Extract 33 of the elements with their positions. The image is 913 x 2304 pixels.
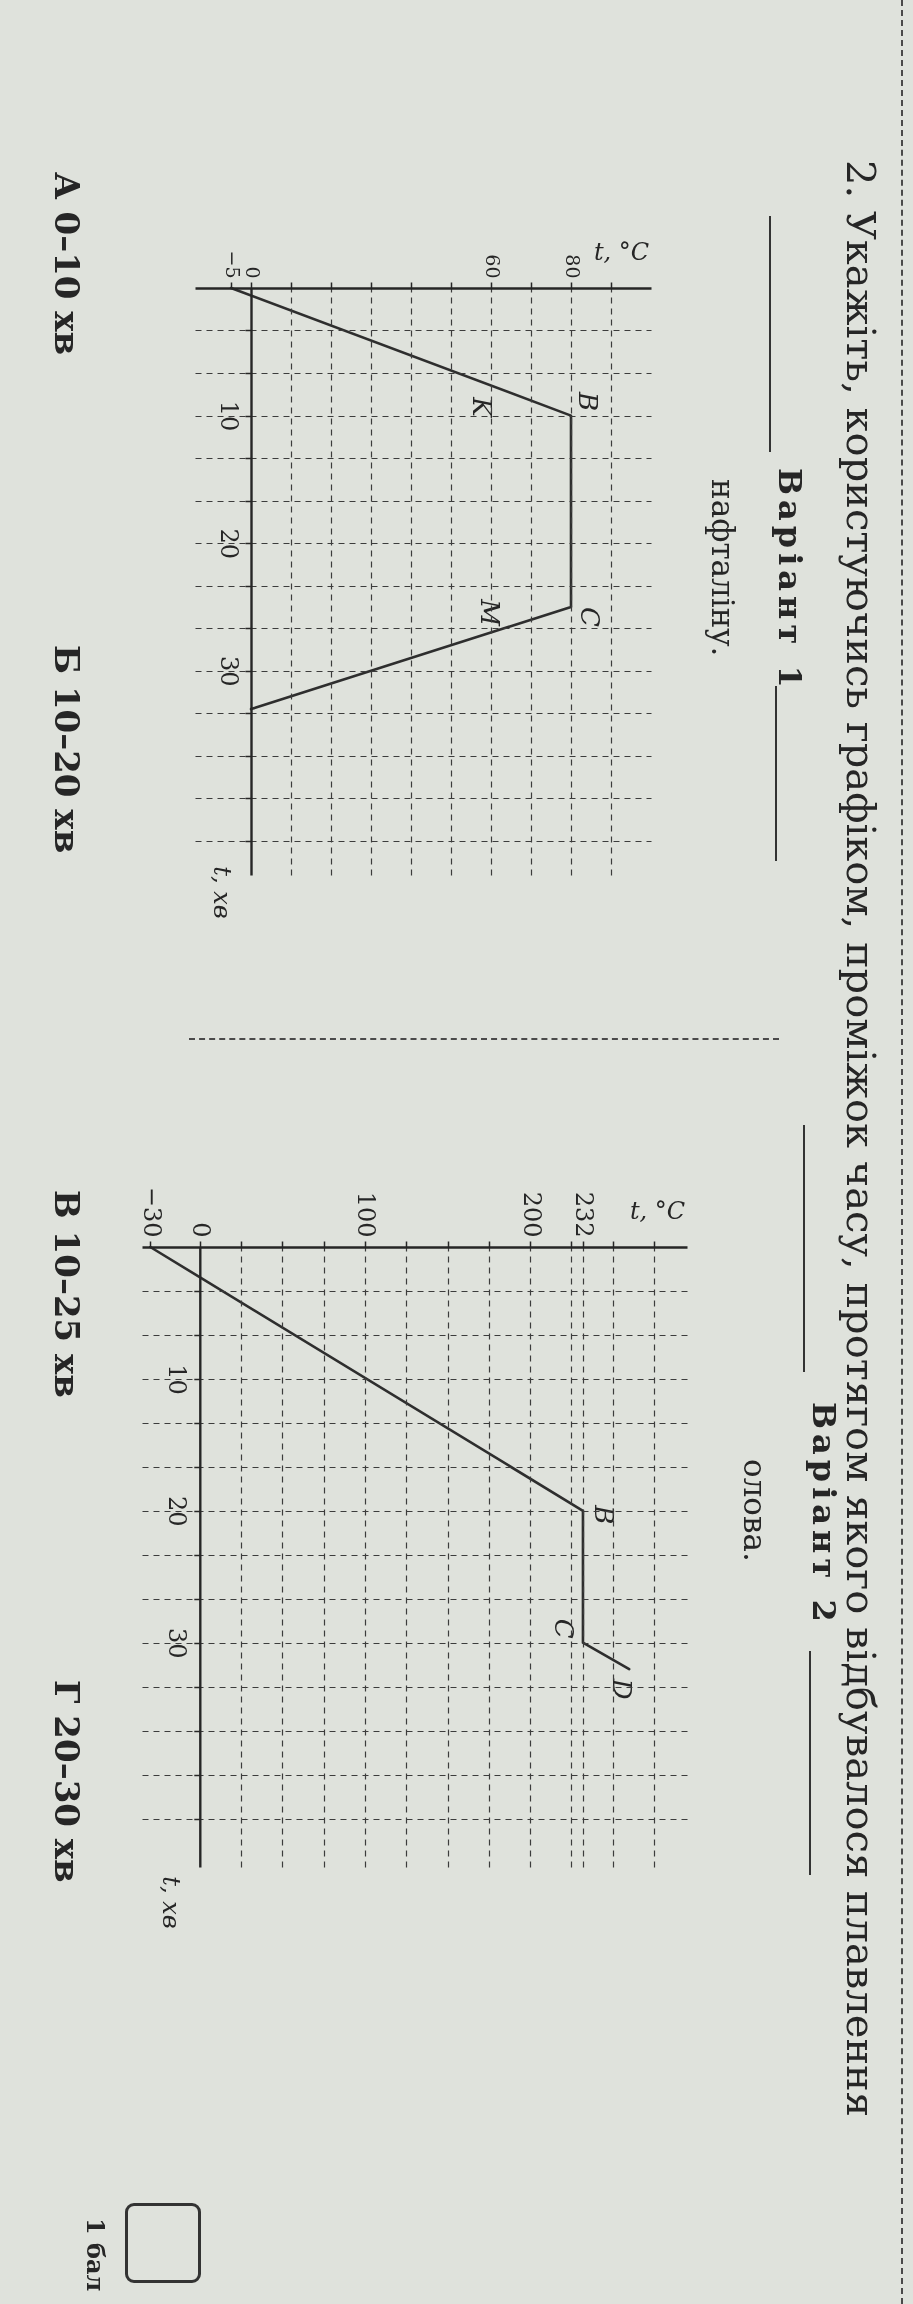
x-tick-label: 200 <box>517 1191 546 1238</box>
y-axis-title: t, хв <box>157 1876 186 1929</box>
text: олова. <box>736 1459 773 1562</box>
y-tick-label: 10 <box>214 400 243 432</box>
y-tick-label: 10 <box>163 1364 192 1395</box>
x-tick-label: 100 <box>352 1191 381 1238</box>
x-tick-label: 0 <box>187 1222 216 1238</box>
x-tick-label: 80 <box>561 254 584 279</box>
x-axis-title: t, °C <box>629 1196 686 1225</box>
x-tick-label: 60 <box>481 254 504 279</box>
annotation: D <box>607 1677 638 1700</box>
x-tick-label: 0 <box>241 266 264 279</box>
annotation: C <box>575 607 605 628</box>
text: В 10–25 хв <box>46 1190 87 1398</box>
annotation: C <box>548 1618 579 1639</box>
text: нафталіну. <box>704 479 741 657</box>
y-axis-title: t, хв <box>207 866 236 919</box>
annotation: K <box>467 396 497 419</box>
text: Варіант 1 <box>770 468 809 693</box>
text: А 0–10 хв <box>46 172 87 356</box>
y-tick-label: 30 <box>163 1627 192 1659</box>
x-axis-title: t, °C <box>593 237 650 266</box>
annotation: M <box>475 598 505 628</box>
text: Б 10–20 хв <box>46 645 87 854</box>
x-tick-label: −30 <box>137 1186 166 1238</box>
x-tick-label: 232 <box>570 1191 599 1238</box>
y-tick-label: 20 <box>214 528 243 559</box>
y-tick-label: 30 <box>214 656 243 687</box>
text: Г 20–30 хв <box>46 1680 87 1883</box>
x-tick-label: −5 <box>221 250 244 279</box>
annotation: B <box>573 391 603 412</box>
y-tick-label: 20 <box>163 1496 192 1527</box>
text: 1 бал <box>80 2218 110 2292</box>
